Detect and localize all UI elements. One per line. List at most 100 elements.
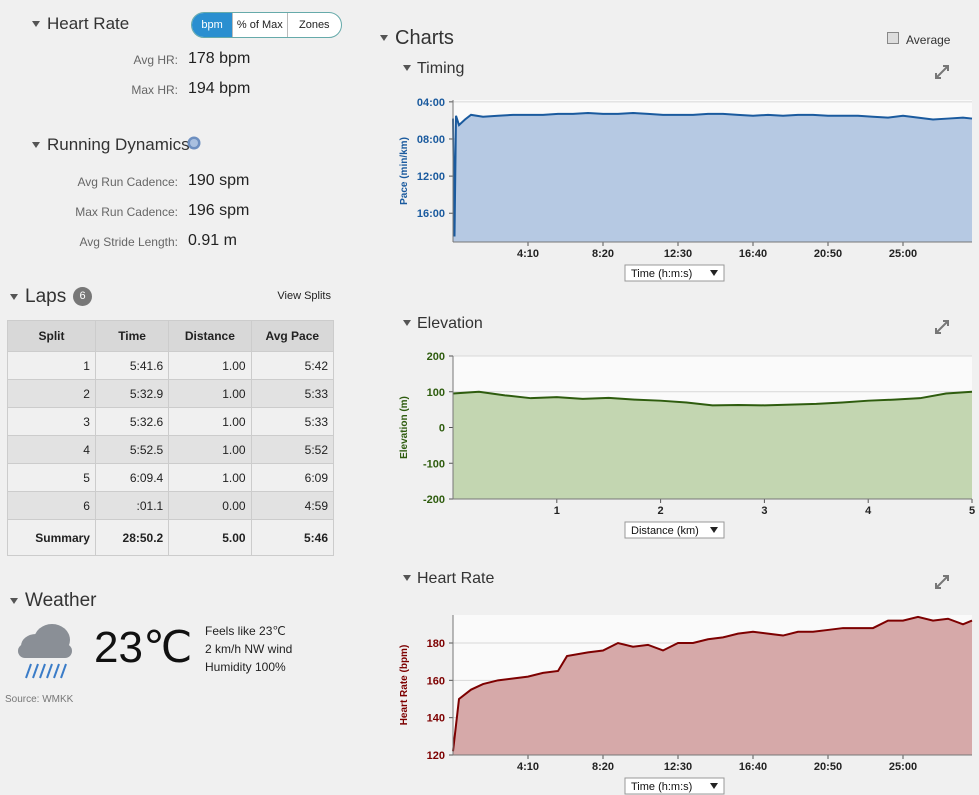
x-axis-selector[interactable]: Time (h:m:s) [624,777,725,795]
x-tick-label: 20:50 [814,761,842,773]
view-splits-link[interactable]: View Splits [277,290,331,302]
expand-arrow [935,575,949,589]
selector-box [624,777,725,795]
average-checkbox[interactable] [887,32,899,44]
collapse-icon[interactable] [403,575,411,581]
weather-icon [18,624,72,679]
unit-toggle: bpm% of Max Zones [191,12,342,38]
lap-row: 5 6:09.4 1.00 6:09 [7,463,335,492]
expand-icon[interactable] [935,320,949,334]
stat-label: Max Run Cadence: [75,205,178,219]
lap-cell: 6:09.4 [94,463,170,492]
data-line [452,111,973,237]
lap-cell: 5:52 [250,435,335,464]
lap-cell: 5:33 [250,379,335,408]
weather-detail: 2 km/h NW wind [205,642,293,656]
lap-row: 4 5:52.5 1.00 5:52 [7,435,335,464]
lap-cell: 5:33 [250,407,335,436]
x-tick-label: 8:20 [592,248,614,260]
toggle-option[interactable]: % of Max [232,13,286,37]
chart-title: Elevation [417,315,483,332]
stat-value: 194 bpm [188,80,251,97]
lap-row: 2 5:32.9 1.00 5:33 [7,379,335,408]
y-tick-label: 0 [439,423,445,435]
x-tick-label: 12:30 [664,248,692,260]
toggle-option[interactable]: bpm [192,13,233,37]
expand-icon[interactable] [935,575,949,589]
collapse-icon[interactable] [403,320,411,326]
stat-value: 0.91 m [188,232,237,249]
weather-detail: Feels like 23℃ [205,624,286,638]
collapse-icon[interactable] [10,598,18,604]
x-axis-selector[interactable]: Time (h:m:s) [624,264,725,282]
collapse-icon[interactable] [32,21,40,27]
lap-cell: 1.00 [168,407,252,436]
chart-title: Heart Rate [417,570,494,587]
weather-source: Source: WMKK [5,694,74,705]
collapse-icon[interactable] [380,35,388,41]
area-fill [453,112,972,242]
x-tick-label: 16:40 [739,248,767,260]
y-tick-label: 200 [427,351,445,363]
chart-title: Timing [417,60,464,77]
y-tick-label: 140 [427,713,445,725]
x-tick-label: 4 [865,505,872,517]
lap-cell: :01.1 [94,491,170,520]
lap-cell: 1.00 [168,463,252,492]
laps-table: Split Time Distance Avg Pace 1 5:41.6 1.00 5:42… [7,320,335,556]
lap-cell: 4 [7,435,96,464]
lap-cell: 1.00 [168,379,252,408]
y-tick-label: 100 [427,387,445,399]
column-header: Time [94,320,170,352]
lap-cell: 5:32.6 [94,407,170,436]
stat-label: Avg Stride Length: [79,235,178,249]
y-tick-label: 12:00 [417,171,445,183]
x-axis-selector[interactable]: Distance (km) [624,521,725,539]
x-tick-label: 1 [554,505,560,517]
x-tick-label: 16:40 [739,761,767,773]
column-header: Split [7,320,96,352]
header-row: Split Time Distance Avg Pace [7,320,335,352]
section-title: Running Dynamics [47,135,190,154]
lap-cell: 6 [7,491,96,520]
average-label: Average [906,33,951,47]
help-icon[interactable] [187,136,201,150]
lap-cell: 4:59 [250,491,335,520]
lap-cell: 5:41.6 [94,351,170,380]
x-tick-label: 5 [969,505,975,517]
area-fill [453,391,972,499]
x-tick-label: 3 [761,505,767,517]
lap-cell: 6:09 [250,463,335,492]
x-tick-label: 4:10 [517,248,539,260]
charts-title: Charts [395,27,454,49]
summary-cell: 28:50.2 [94,519,170,556]
stat-label: Max HR: [131,83,178,97]
y-tick-label: 160 [427,675,445,687]
expand-icon[interactable] [935,65,949,79]
column-header: Distance [168,320,252,352]
selector-text: Time (h:m:s) [631,268,692,280]
summary-cell: 5.00 [168,519,252,556]
y-tick-label: 120 [427,750,445,762]
x-tick-label: 20:50 [814,248,842,260]
toggle-option[interactable]: Zones [286,13,341,37]
column-header: Avg Pace [250,320,335,352]
x-tick-label: 8:20 [592,761,614,773]
collapse-icon[interactable] [32,142,40,148]
lap-cell: 3 [7,407,96,436]
collapse-icon[interactable] [403,65,411,71]
selector-text: Distance (km) [631,525,699,537]
section-title: Heart Rate [47,14,130,33]
selector-arrow [710,527,718,533]
expand-arrow [935,65,949,79]
stat-value: 190 spm [188,172,250,189]
selector-arrow [710,270,718,276]
section-title: Laps [25,286,67,307]
lap-row: 1 5:41.6 1.00 5:42 [7,351,335,380]
lap-cell: 5 [7,463,96,492]
section-title: Weather [25,590,97,611]
lap-cell: 1.00 [168,435,252,464]
stat-label: Avg HR: [133,53,178,67]
collapse-icon[interactable] [10,294,18,300]
